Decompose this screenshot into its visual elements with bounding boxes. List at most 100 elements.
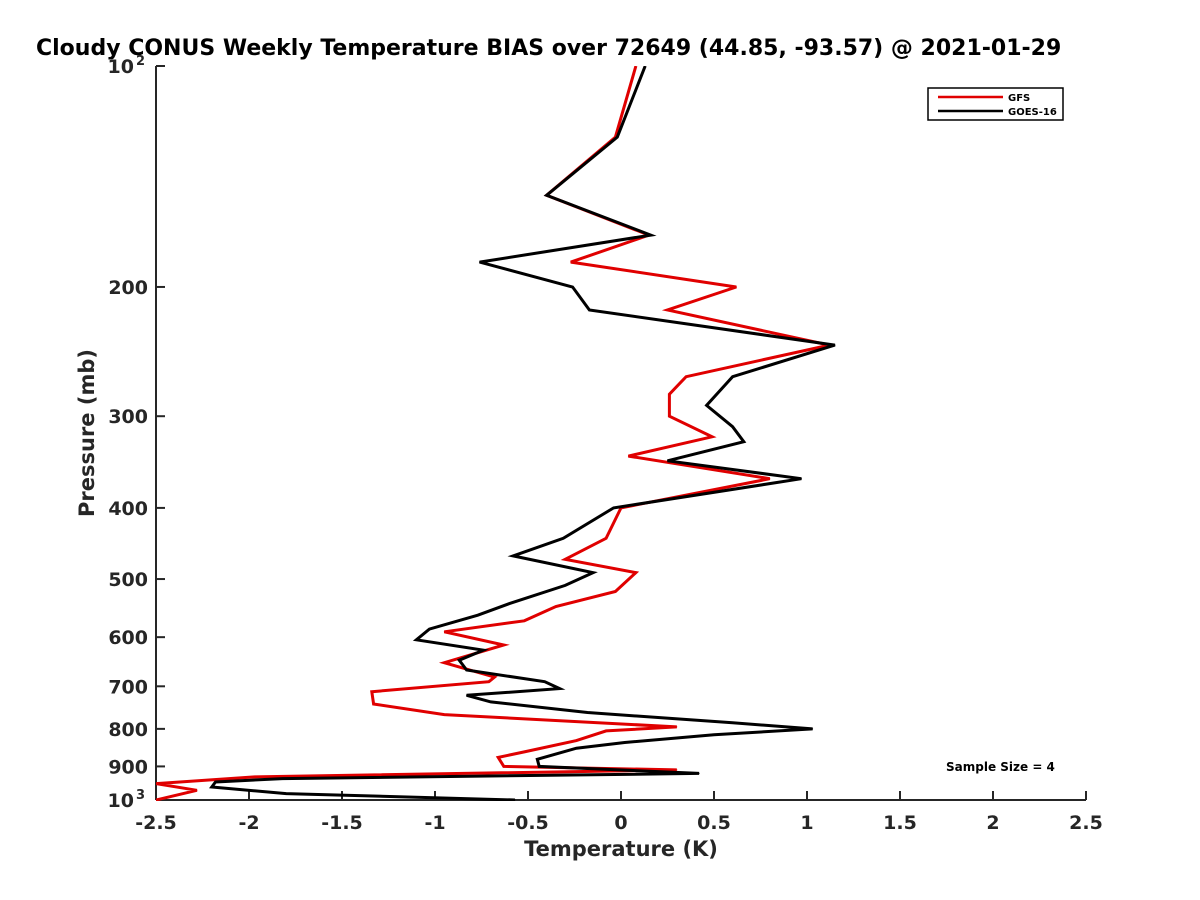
data-point-goes16 — [698, 772, 700, 774]
y-axis-label: Pressure (mb) — [75, 349, 99, 517]
data-point-gfs — [156, 783, 157, 785]
x-tick-label: 2.5 — [1069, 812, 1103, 834]
legend-label-gfs: GFS — [1008, 93, 1030, 104]
legend-box — [927, 87, 1064, 121]
data-point-goes16 — [508, 603, 510, 605]
data-point-goes16 — [546, 194, 548, 196]
data-point-gfs — [668, 393, 670, 395]
series-line-goes16 — [209, 66, 836, 801]
legend: GFS GOES-16 — [927, 87, 1064, 121]
data-point-goes16 — [575, 747, 577, 749]
data-point-goes16 — [211, 786, 213, 788]
data-point-gfs — [494, 676, 495, 678]
y-tick-label: 10 — [108, 56, 134, 78]
data-point-goes16 — [587, 712, 588, 713]
data-point-gfs — [605, 537, 607, 539]
x-tick-label: 1 — [800, 812, 813, 834]
data-point-gfs — [635, 66, 637, 67]
chart-title: Cloudy CONUS Weekly Temperature BIAS ove… — [36, 36, 1061, 61]
data-point-gfs — [614, 591, 616, 592]
data-point-gfs — [443, 631, 445, 633]
data-point-gfs — [685, 376, 687, 378]
data-point-goes16 — [800, 478, 802, 480]
data-point-gfs — [627, 455, 629, 457]
data-point-gfs — [575, 740, 577, 742]
y-tick-label: 300 — [108, 406, 148, 428]
x-tick-label: -2.5 — [135, 812, 177, 834]
x-tick-label: -2 — [238, 812, 259, 834]
data-point-gfs — [564, 558, 566, 560]
data-point-gfs — [523, 751, 525, 753]
sample-size-annotation: Sample Size = 4 — [946, 760, 1055, 774]
data-point-gfs — [711, 436, 713, 438]
data-point-gfs — [488, 681, 490, 683]
data-point-gfs — [156, 799, 157, 801]
data-point-gfs — [769, 478, 771, 480]
data-point-goes16 — [667, 460, 668, 462]
data-point-goes16 — [215, 781, 216, 783]
data-point-gfs — [371, 691, 373, 693]
data-point-gfs — [668, 415, 670, 417]
data-point-goes16 — [616, 136, 618, 138]
data-point-goes16 — [834, 344, 836, 346]
y-tick-label: 800 — [108, 719, 148, 741]
x-tick-label: 2 — [986, 812, 999, 834]
data-point-goes16 — [466, 669, 468, 671]
data-point-gfs — [523, 620, 525, 622]
data-point-goes16 — [644, 66, 646, 67]
data-point-goes16 — [458, 659, 460, 661]
x-ticks: -2.5 -2 -1.5 -1 -0.5 0 0.5 1 1.5 2 2.5 — [135, 791, 1103, 834]
data-point-goes16 — [588, 309, 590, 311]
y-tick-label: 900 — [108, 756, 148, 778]
data-point-goes16 — [562, 537, 564, 539]
y-tick-label: 400 — [108, 498, 148, 520]
data-point-goes16 — [282, 778, 283, 780]
data-point-goes16 — [285, 793, 287, 795]
x-tick-label: 0 — [614, 812, 627, 834]
y-tick-label: 10 — [108, 790, 134, 812]
data-point-gfs — [443, 714, 445, 716]
data-point-goes16 — [732, 426, 734, 428]
data-point-gfs — [667, 309, 668, 311]
data-point-goes16 — [477, 614, 479, 616]
data-point-gfs — [635, 572, 637, 574]
x-tick-label: 0.5 — [697, 812, 731, 834]
y-tick-label: 700 — [108, 676, 148, 698]
data-point-goes16 — [592, 572, 594, 574]
data-point-goes16 — [650, 234, 652, 236]
data-point-goes16 — [732, 722, 734, 724]
data-point-goes16 — [613, 507, 615, 509]
data-point-goes16 — [572, 286, 574, 288]
data-point-goes16 — [514, 799, 516, 801]
data-point-goes16 — [564, 584, 566, 586]
data-point-goes16 — [466, 694, 468, 696]
data-point-goes16 — [490, 701, 492, 703]
data-point-gfs — [676, 726, 678, 728]
y-tick-label: 200 — [108, 277, 148, 299]
y-tick-label: 500 — [108, 569, 148, 591]
data-point-goes16 — [706, 404, 708, 406]
data-point-gfs — [503, 765, 505, 767]
x-axis-label: Temperature (K) — [524, 837, 718, 861]
data-point-goes16 — [743, 441, 745, 443]
data-point-goes16 — [482, 649, 484, 651]
data-point-goes16 — [624, 742, 626, 743]
x-tick-label: -1 — [424, 812, 445, 834]
x-tick-label: -0.5 — [507, 812, 549, 834]
data-point-gfs — [497, 756, 499, 758]
data-point-goes16 — [479, 261, 481, 263]
x-tick-label: -1.5 — [321, 812, 363, 834]
data-point-gfs — [605, 730, 607, 732]
data-point-goes16 — [428, 628, 430, 630]
data-point-goes16 — [536, 758, 538, 760]
data-point-goes16 — [544, 681, 546, 683]
x-tick-label: 1.5 — [883, 812, 917, 834]
data-point-gfs — [373, 703, 375, 705]
axes — [155, 66, 1086, 801]
series-line-gfs — [156, 66, 830, 801]
data-point-gfs — [443, 662, 445, 664]
data-point-goes16 — [512, 555, 514, 557]
legend-label-goes16: GOES-16 — [1008, 107, 1057, 118]
